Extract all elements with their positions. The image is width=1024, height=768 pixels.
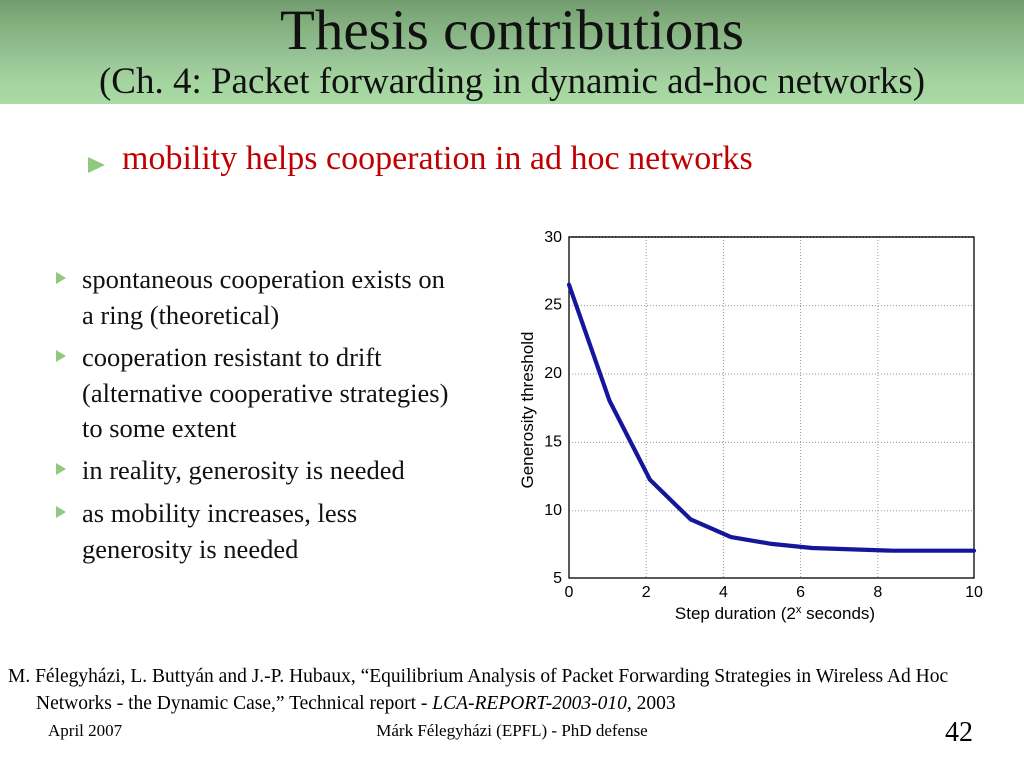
svg-text:15: 15	[544, 433, 562, 450]
svg-text:30: 30	[544, 229, 562, 246]
svg-text:Step duration (2x seconds): Step duration (2x seconds)	[675, 604, 875, 623]
svg-text:8: 8	[873, 584, 882, 601]
svg-text:5: 5	[553, 570, 562, 587]
svg-text:0: 0	[565, 584, 574, 601]
svg-text:4: 4	[719, 584, 728, 601]
svg-text:Generosity threshold: Generosity threshold	[520, 332, 537, 489]
svg-text:10: 10	[965, 584, 983, 601]
svg-text:2: 2	[642, 584, 651, 601]
svg-text:10: 10	[544, 502, 562, 519]
svg-text:20: 20	[544, 365, 562, 382]
svg-text:25: 25	[544, 297, 562, 314]
svg-text:6: 6	[796, 584, 805, 601]
